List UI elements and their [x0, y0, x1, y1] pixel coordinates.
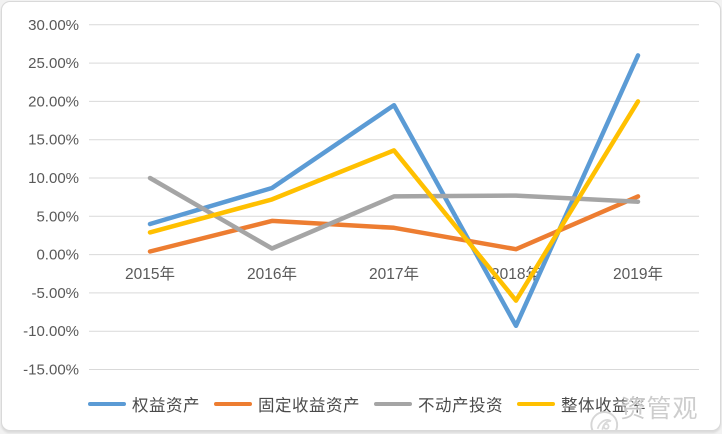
- y-axis-tick-label: 20.00%: [28, 93, 79, 110]
- series-line-权益资产: [147, 53, 641, 329]
- legend-label: 权益资产: [132, 397, 200, 415]
- y-axis-tick-label: 0.00%: [36, 247, 79, 264]
- y-axis-tick-label: 5.00%: [36, 208, 79, 225]
- legend-item: 固定收益资产: [214, 392, 360, 416]
- x-axis-tick-label: 2015年: [125, 265, 175, 283]
- x-axis-tick-label: 2019年: [613, 265, 663, 283]
- y-axis-tick-label: -5.00%: [31, 285, 79, 302]
- y-axis-tick-label: -15.00%: [23, 362, 79, 379]
- legend-swatch: [374, 401, 412, 407]
- series-line-整体收益率: [147, 99, 641, 303]
- legend-item: 权益资产: [88, 392, 200, 416]
- legend-label: 固定收益资产: [258, 397, 360, 415]
- y-axis-tick-label: 30.00%: [28, 17, 79, 34]
- chart-legend: 权益资产 固定收益资产 不动产投资 整体收益率: [88, 392, 646, 416]
- legend-swatch: [517, 401, 555, 407]
- y-axis-tick-label: -10.00%: [23, 323, 79, 340]
- legend-label: 整体收益率: [561, 397, 646, 415]
- y-axis-tick-label: 25.00%: [28, 55, 79, 72]
- x-axis-tick-label: 2016年: [247, 265, 297, 283]
- y-axis-tick-label: 15.00%: [28, 132, 79, 149]
- legend-swatch: [214, 401, 252, 407]
- y-axis-tick-label: 10.00%: [28, 170, 79, 187]
- legend-swatch: [88, 401, 126, 407]
- legend-item: 整体收益率: [517, 392, 646, 416]
- legend-label: 不动产投资: [418, 397, 503, 415]
- series-line-不动产投资: [147, 175, 641, 251]
- legend-item: 不动产投资: [374, 392, 503, 416]
- x-axis-tick-label: 2017年: [369, 265, 419, 283]
